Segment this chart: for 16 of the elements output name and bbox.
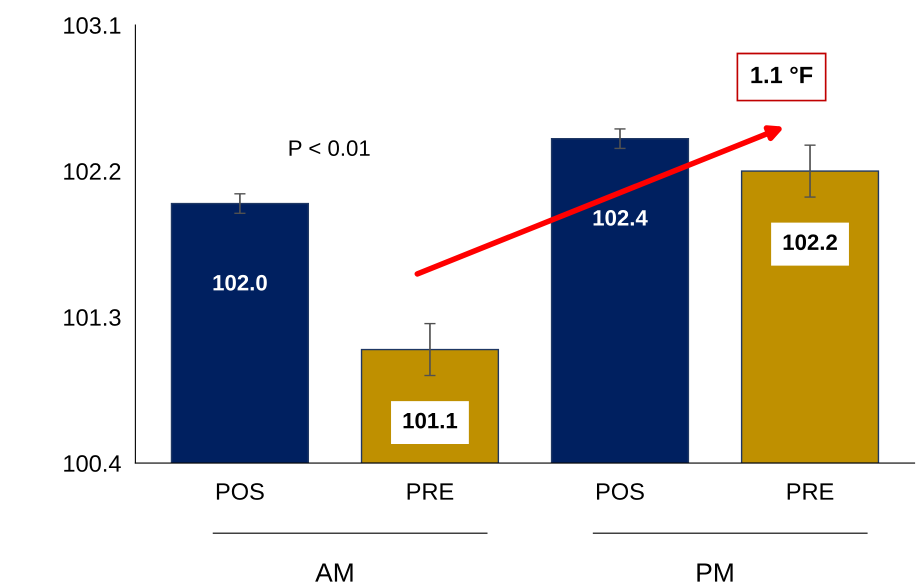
text: PM	[697, 563, 733, 582]
y-tick-label: 100.4	[64, 455, 121, 472]
x-tick-label: PRE	[788, 483, 834, 500]
data-label: 102.4	[594, 210, 648, 226]
annotation: P < 0.01	[290, 140, 370, 156]
data-label: 102.0	[214, 274, 267, 291]
y-tick-label: 103.1	[64, 17, 120, 34]
data-label: 102.2	[784, 234, 837, 250]
text: AM	[315, 563, 353, 582]
annotation: 1.1 °F	[751, 66, 812, 84]
x-tick-label: POS	[596, 483, 644, 500]
y-tick-label: 101.3	[64, 309, 120, 326]
data-label: 101.1	[404, 412, 458, 429]
x-tick-label: POS	[216, 483, 264, 500]
y-tick-label: 102.2	[64, 163, 120, 180]
x-tick-label: PRE	[408, 483, 454, 500]
